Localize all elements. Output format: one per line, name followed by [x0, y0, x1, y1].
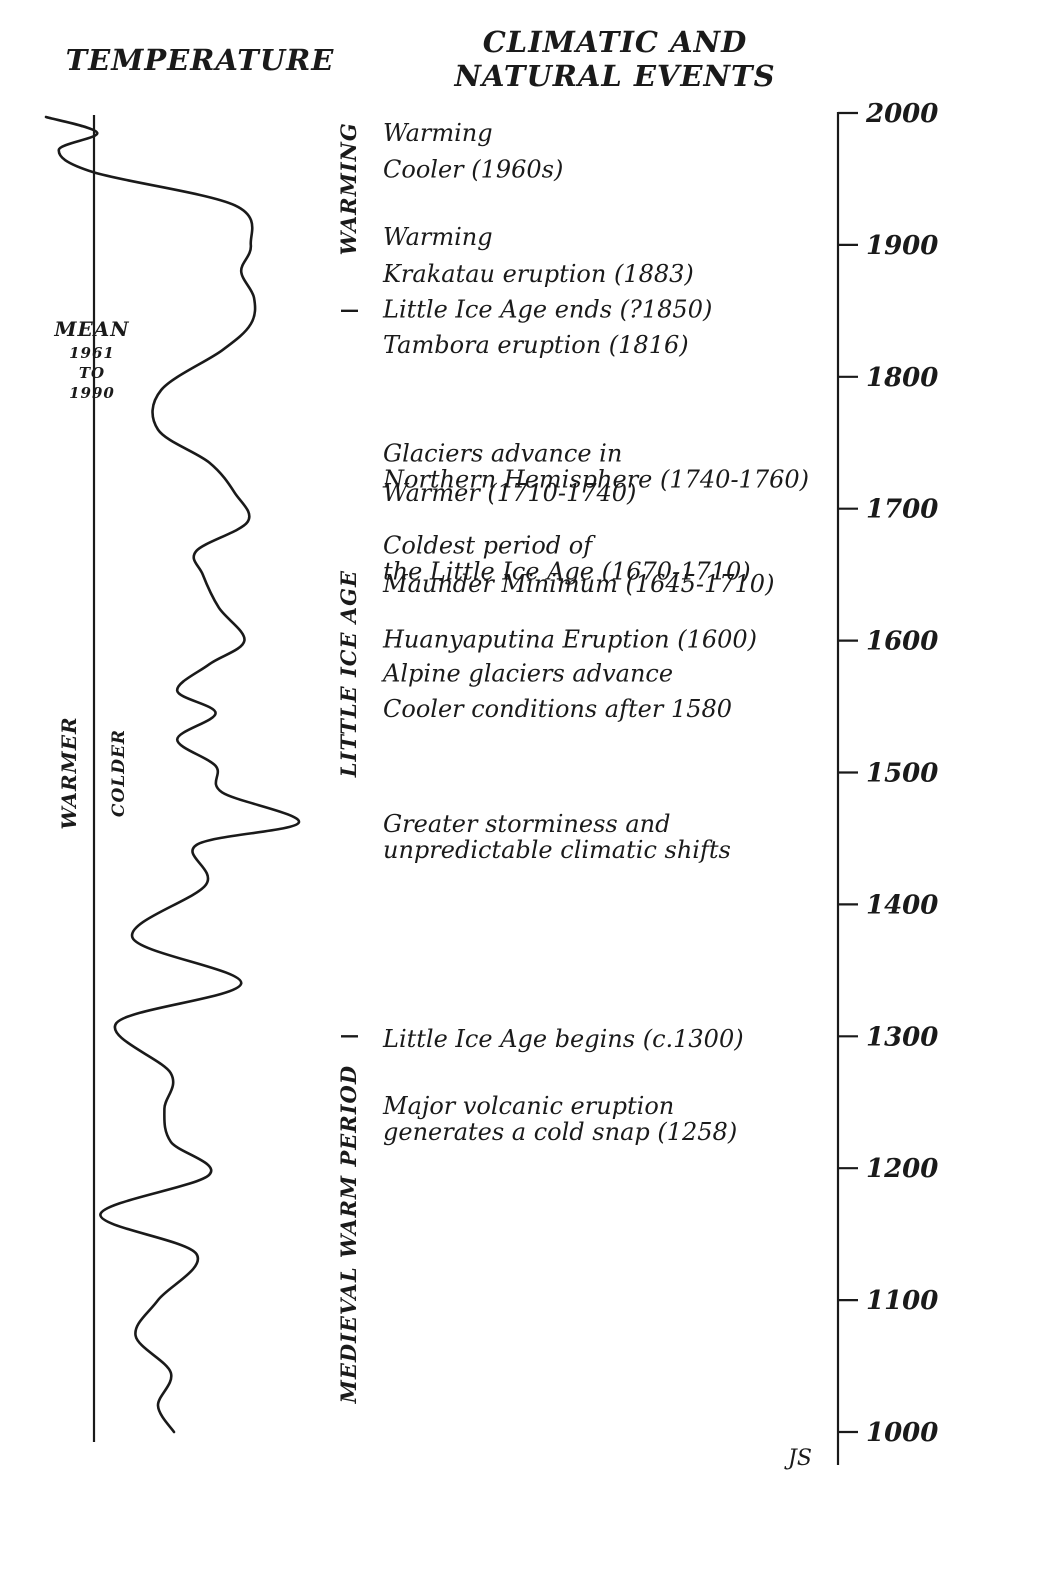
year-tick-label: 1400: [866, 890, 938, 920]
event-text: Tambora eruption (1816): [383, 331, 689, 359]
event-text: Huanyaputina Eruption (1600): [382, 625, 757, 653]
event-text: Krakatau eruption (1883): [382, 260, 694, 288]
year-tick-label: 1600: [866, 627, 938, 657]
warmer-label: WARMER: [57, 716, 81, 829]
event-text: Warming: [383, 119, 493, 147]
event-text: Coldest period of: [383, 532, 596, 560]
event-item: Krakatau eruption (1883): [382, 260, 694, 288]
year-tick-label: 1100: [866, 1286, 938, 1316]
event-text: Warmer (1710-1740): [383, 479, 636, 507]
event-item: Maunder Minimum (1645-1710): [382, 570, 774, 598]
mean-label-line: TO: [79, 364, 105, 382]
period-boundary-ticks: [341, 309, 358, 1038]
mean-label-line: 1961: [69, 344, 115, 362]
year-tick-label: 1900: [866, 231, 938, 261]
artist-signature: JS: [784, 1446, 812, 1471]
period-label: MEDIEVAL WARM PERIOD: [336, 1065, 361, 1404]
period-labels: WARMING LITTLE ICE AGE MEDIEVAL WARM PERIO…: [336, 122, 361, 1404]
period-label: WARMING: [336, 122, 361, 255]
event-text: Alpine glaciers advance: [381, 660, 673, 688]
colder-label: COLDER: [109, 729, 129, 817]
year-tick-label: 2000: [865, 99, 938, 129]
event-text: generates a cold snap (1258): [383, 1118, 737, 1146]
event-text: Little Ice Age ends (?1850): [382, 296, 712, 324]
mean-label: MEAN 1961 TO 1990: [53, 317, 129, 402]
year-tick-label: 1000: [866, 1418, 938, 1448]
events-header-line1: CLIMATIC AND: [483, 25, 748, 59]
event-item: Cooler (1960s): [383, 156, 563, 184]
event-text: Cooler conditions after 1580: [383, 695, 732, 723]
event-item: Alpine glaciers advance: [381, 660, 673, 688]
event-item: Warming: [383, 119, 493, 147]
event-text: Major volcanic eruption: [382, 1092, 674, 1120]
event-item: Warming: [383, 223, 493, 251]
event-item: Cooler conditions after 1580: [383, 695, 732, 723]
temperature-curve: [44, 115, 301, 1434]
year-tick-label: 1500: [866, 759, 938, 789]
year-tick-label: 1300: [866, 1022, 938, 1052]
event-item: Little Ice Age begins (c.1300): [382, 1025, 744, 1053]
event-text: Little Ice Age begins (c.1300): [382, 1025, 744, 1053]
year-tick-label: 1200: [866, 1154, 938, 1184]
period-label: LITTLE ICE AGE: [336, 570, 361, 778]
event-text: Glaciers advance in: [383, 439, 622, 467]
event-text: Greater storminess and: [383, 810, 670, 838]
event-text: the Little Ice Age (1670-1710): [383, 558, 751, 586]
mean-label-line: MEAN: [53, 317, 129, 341]
year-ticks: 2000 1900 1800 1700 1600 1500 1400 1300 1200 1100…: [838, 99, 938, 1448]
event-text: unpredictable climatic shifts: [383, 836, 731, 864]
year-tick-label: 1700: [866, 495, 938, 525]
temperature-header: TEMPERATURE: [66, 43, 335, 77]
events-header-line2: NATURAL EVENTS: [453, 59, 775, 93]
event-item: Tambora eruption (1816): [383, 331, 689, 359]
event-list: Warming Cooler (1960s) Warming Krakatau eru…: [381, 119, 809, 1146]
event-item: Little Ice Age ends (?1850): [382, 296, 712, 324]
event-text: Cooler (1960s): [383, 156, 563, 184]
event-item: Warmer (1710-1740): [383, 479, 636, 507]
event-item: Huanyaputina Eruption (1600): [382, 625, 757, 653]
event-text: Northern Hemisphere (1740-1760): [382, 465, 809, 493]
year-tick-label: 1800: [866, 363, 938, 393]
mean-label-line: 1990: [69, 384, 115, 402]
event-text: Warming: [383, 223, 493, 251]
event-text: Maunder Minimum (1645-1710): [382, 570, 774, 598]
